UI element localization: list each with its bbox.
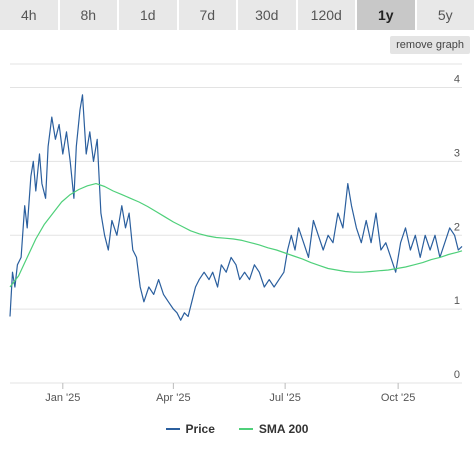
x-tick-label: Jul '25 [269, 392, 300, 404]
timeframe-tabs: 4h 8h 1d 7d 30d 120d 1y 5y [0, 0, 474, 30]
tab-8h[interactable]: 8h [59, 0, 117, 30]
y-tick-label: 1 [454, 295, 460, 307]
legend-swatch-sma-200 [238, 428, 253, 430]
chart-legend: Price SMA 200 [0, 419, 474, 439]
tab-1y[interactable]: 1y [357, 0, 415, 30]
x-tick-label: Apr '25 [156, 392, 191, 404]
tab-120d[interactable]: 120d [297, 0, 355, 30]
legend-item-sma-200[interactable]: SMA 200 [238, 422, 309, 436]
y-tick-label: 3 [454, 147, 460, 159]
tab-7d[interactable]: 7d [178, 0, 236, 30]
tab-5y[interactable]: 5y [416, 0, 474, 30]
legend-item-price[interactable]: Price [165, 422, 215, 436]
legend-label-sma-200: SMA 200 [258, 422, 309, 436]
x-tick-label: Oct '25 [381, 392, 416, 404]
legend-swatch-price [165, 428, 180, 430]
remove-graph-button[interactable]: remove graph [390, 36, 470, 54]
tab-4h[interactable]: 4h [0, 0, 58, 30]
legend-label-price: Price [185, 422, 215, 436]
y-tick-label: 4 [454, 74, 460, 86]
sma-200-series-line [9, 183, 463, 288]
tab-30d[interactable]: 30d [238, 0, 296, 30]
y-tick-label: 0 [454, 369, 460, 381]
price-series-line [9, 94, 463, 321]
y-tick-label: 2 [454, 221, 460, 233]
tab-1d[interactable]: 1d [119, 0, 177, 30]
x-tick-label: Jan '25 [45, 392, 80, 404]
